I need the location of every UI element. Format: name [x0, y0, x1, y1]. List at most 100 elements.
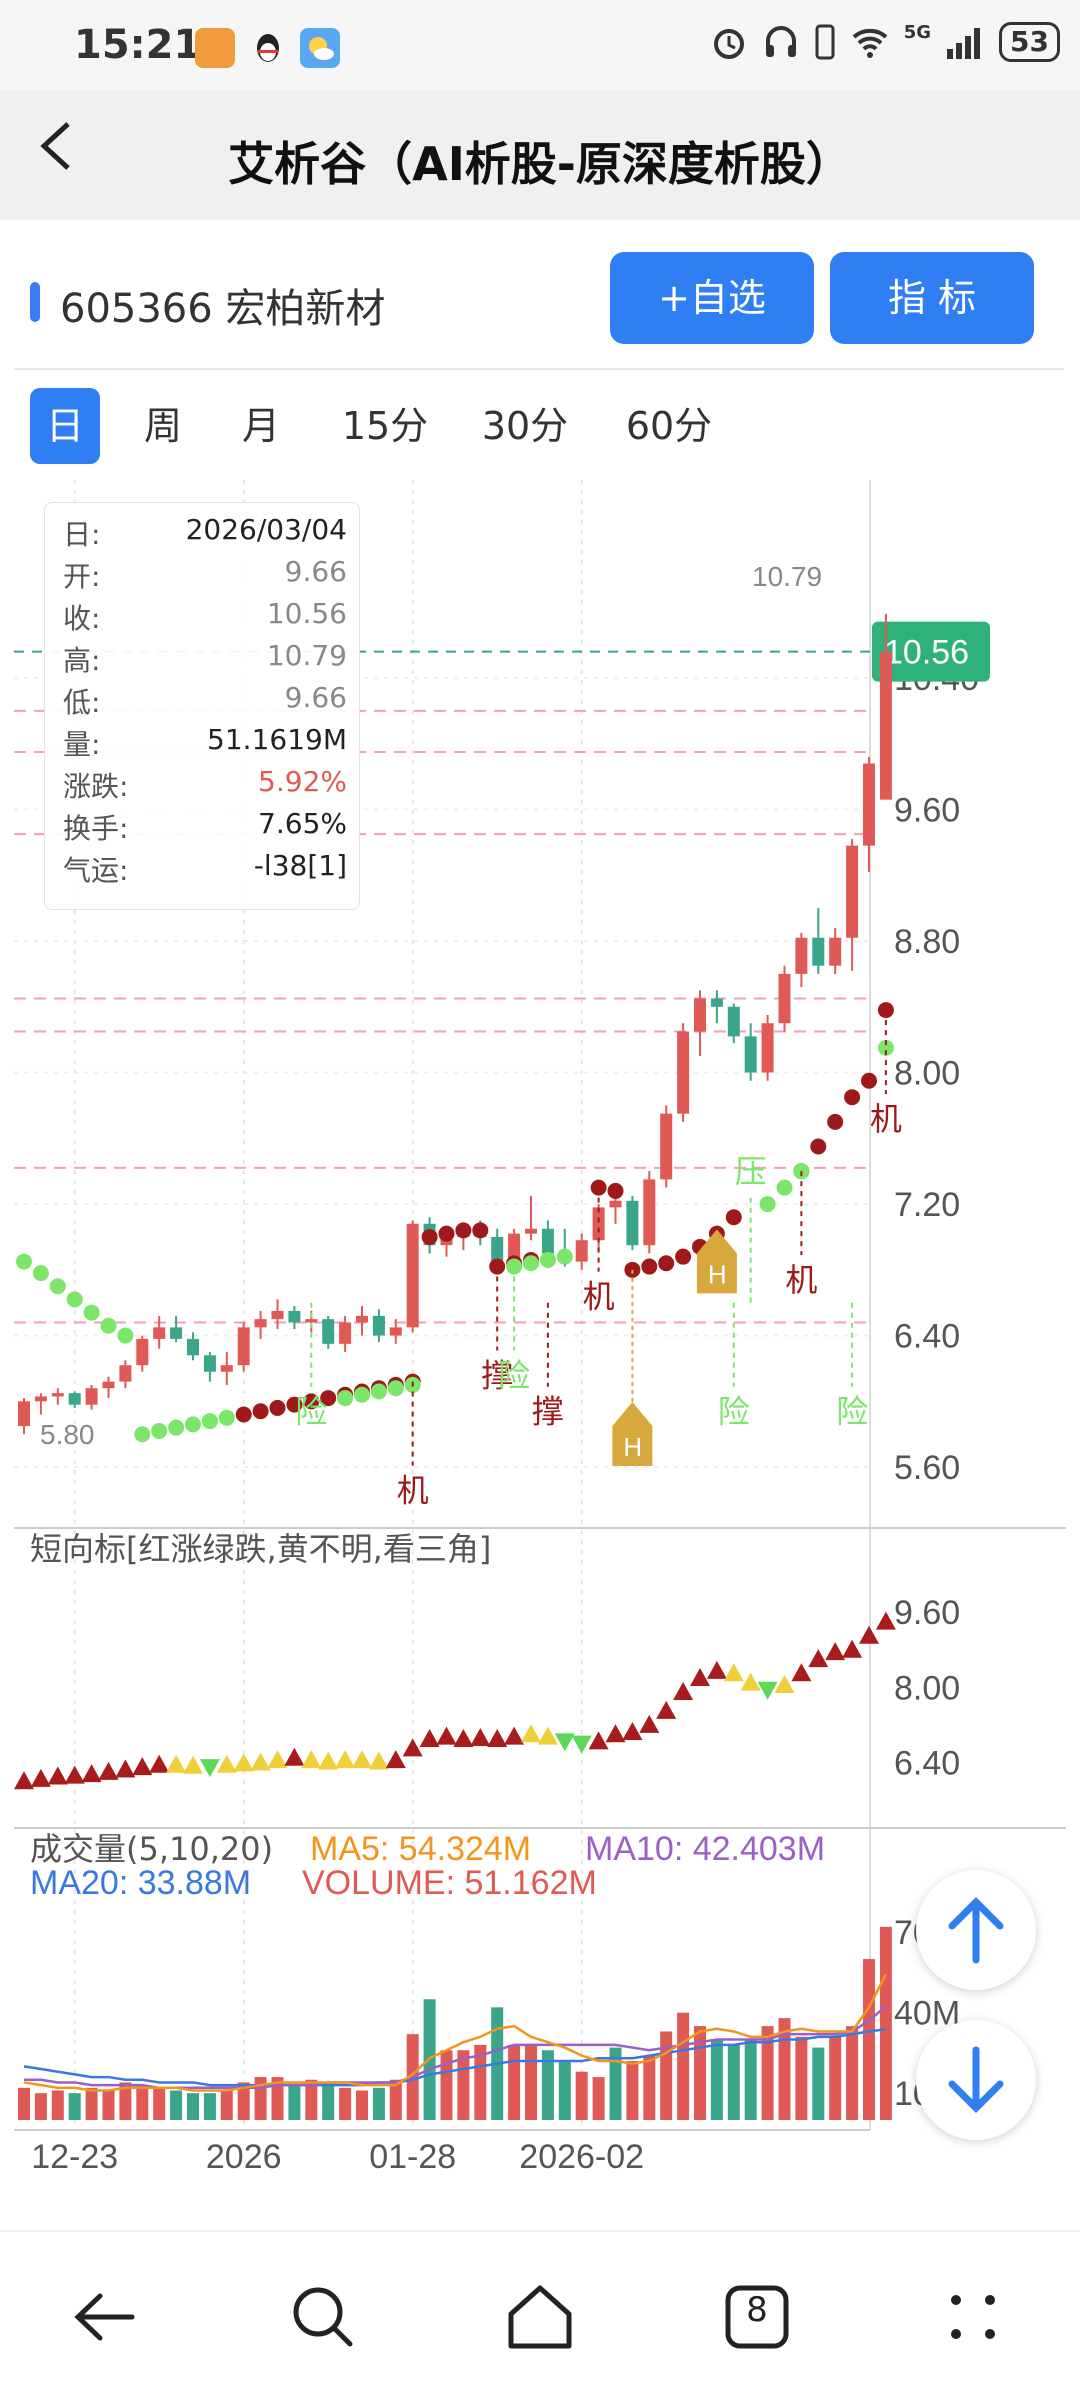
- candle-body: [136, 1338, 149, 1366]
- stock-chart[interactable]: 10.409.608.808.007.206.405.6010.5610.795…: [0, 470, 1080, 2170]
- signal-triangle: [588, 1731, 609, 1750]
- volume-bar: [609, 2047, 622, 2120]
- candle-body: [68, 1393, 81, 1405]
- info-row-low: 低: 9.66: [63, 681, 347, 719]
- signal-triangle: [216, 1754, 237, 1773]
- support-dot: [303, 1393, 320, 1410]
- info-row-turnover: 换手: 7.65%: [63, 807, 347, 845]
- scroll-up-button[interactable]: [916, 1870, 1036, 1990]
- support-dot: [607, 1182, 624, 1199]
- scroll-down-button[interactable]: [916, 2020, 1036, 2140]
- risk-dot: [201, 1413, 218, 1430]
- ma20-line: [23, 2027, 887, 2087]
- support-dot: [286, 1396, 303, 1413]
- weather-icon: [300, 28, 340, 68]
- add-watchlist-button[interactable]: +自选: [610, 252, 814, 344]
- support-dot: [421, 1228, 438, 1245]
- tab-day[interactable]: 日: [30, 388, 100, 464]
- candle-body: [778, 973, 791, 1024]
- back-button[interactable]: [36, 116, 96, 186]
- signal-triangle: [385, 1750, 406, 1769]
- candle-body: [85, 1388, 98, 1405]
- volume-bar: [68, 2093, 81, 2120]
- volume-bar: [525, 2044, 537, 2120]
- risk-dot: [185, 1416, 201, 1433]
- candle-body: [119, 1365, 132, 1382]
- tab-30min[interactable]: 30分: [481, 404, 569, 448]
- risk-dot: [759, 1196, 776, 1213]
- search-icon: [293, 2287, 353, 2347]
- status-indicators: 5G 53: [710, 22, 1060, 62]
- stock-header: 605366 宏柏新材 +自选 指 标: [0, 220, 1080, 370]
- candle-body: [406, 1223, 419, 1328]
- support-dot: [235, 1406, 252, 1423]
- tab-month[interactable]: 月: [241, 404, 280, 448]
- signal-triangle: [825, 1642, 846, 1661]
- signal-triangle: [30, 1768, 51, 1787]
- signal-triangle: [183, 1755, 203, 1774]
- volume-bar: [778, 2018, 791, 2120]
- annotation-label: 险: [836, 1393, 868, 1431]
- risk-dot: [66, 1291, 83, 1308]
- signal-triangle: [166, 1754, 187, 1773]
- signal-triangle: [842, 1639, 863, 1658]
- browser-back-button[interactable]: [62, 2272, 152, 2362]
- signal-triangle: [639, 1714, 660, 1733]
- volume-bar: [727, 2044, 740, 2120]
- nav-bar: 艾析谷（AI析股-原深度析股）: [0, 90, 1080, 220]
- tabs-icon: [725, 2285, 789, 2349]
- app-notification-icon: [195, 28, 235, 68]
- volume-bar: [660, 2031, 673, 2120]
- support-dot: [861, 1072, 877, 1089]
- signal-triangle: [656, 1700, 677, 1719]
- volume-bar: [761, 2026, 774, 2120]
- tab-week[interactable]: 周: [143, 404, 182, 448]
- signal-triangle: [504, 1726, 525, 1745]
- tab-15min[interactable]: 15分: [341, 404, 429, 448]
- candle-body: [356, 1315, 368, 1323]
- candle-body: [660, 1113, 673, 1180]
- home-button[interactable]: [495, 2272, 585, 2362]
- volume-bar: [795, 2036, 808, 2120]
- candle-body: [491, 1236, 504, 1262]
- volume-bar: [322, 2082, 335, 2120]
- indicator-button[interactable]: 指 标: [830, 252, 1034, 344]
- risk-dot: [168, 1419, 185, 1436]
- risk-dot: [354, 1386, 370, 1403]
- info-row-change: 涨跌: 5.92%: [63, 765, 347, 803]
- h-marker: [612, 1402, 653, 1467]
- candle-body: [389, 1327, 402, 1336]
- chevron-left-icon: [40, 122, 70, 170]
- volume-bar: [812, 2047, 825, 2120]
- arrow-up-icon: [948, 1897, 1004, 1964]
- volume-bar: [153, 2087, 166, 2120]
- y-tick-label: 5.60: [894, 1449, 960, 1487]
- current-price-label: 10.56: [884, 634, 969, 672]
- headset-icon: [765, 26, 796, 57]
- volume-legend-item: MA10: 42.403M: [585, 1830, 825, 1868]
- signal-triangle: [352, 1750, 372, 1769]
- tab-60min[interactable]: 60分: [625, 404, 713, 448]
- candle-body: [18, 1401, 30, 1427]
- signal-triangle: [132, 1757, 153, 1776]
- annotation-label: 撑: [481, 1357, 513, 1395]
- signal-triangle: [199, 1759, 220, 1778]
- wifi-icon: [852, 28, 888, 58]
- signal-triangle: [470, 1728, 491, 1747]
- menu-button[interactable]: [928, 2272, 1018, 2362]
- phone-battery-icon: [815, 24, 835, 60]
- candle-body: [694, 998, 706, 1032]
- signal-triangle: [284, 1747, 305, 1766]
- risk-dot: [117, 1327, 134, 1344]
- candle-body: [592, 1207, 605, 1241]
- candle-body: [237, 1327, 250, 1366]
- tabs-button[interactable]: 8: [712, 2272, 802, 2362]
- ma5-line: [23, 1973, 888, 2092]
- search-button[interactable]: [278, 2272, 368, 2362]
- support-dot: [455, 1222, 472, 1239]
- signal-triangle: [250, 1752, 271, 1771]
- signal-icon: [947, 28, 981, 59]
- risk-dot: [370, 1383, 387, 1400]
- candle-body: [339, 1322, 352, 1344]
- signal-y-tick: 8.00: [894, 1669, 960, 1707]
